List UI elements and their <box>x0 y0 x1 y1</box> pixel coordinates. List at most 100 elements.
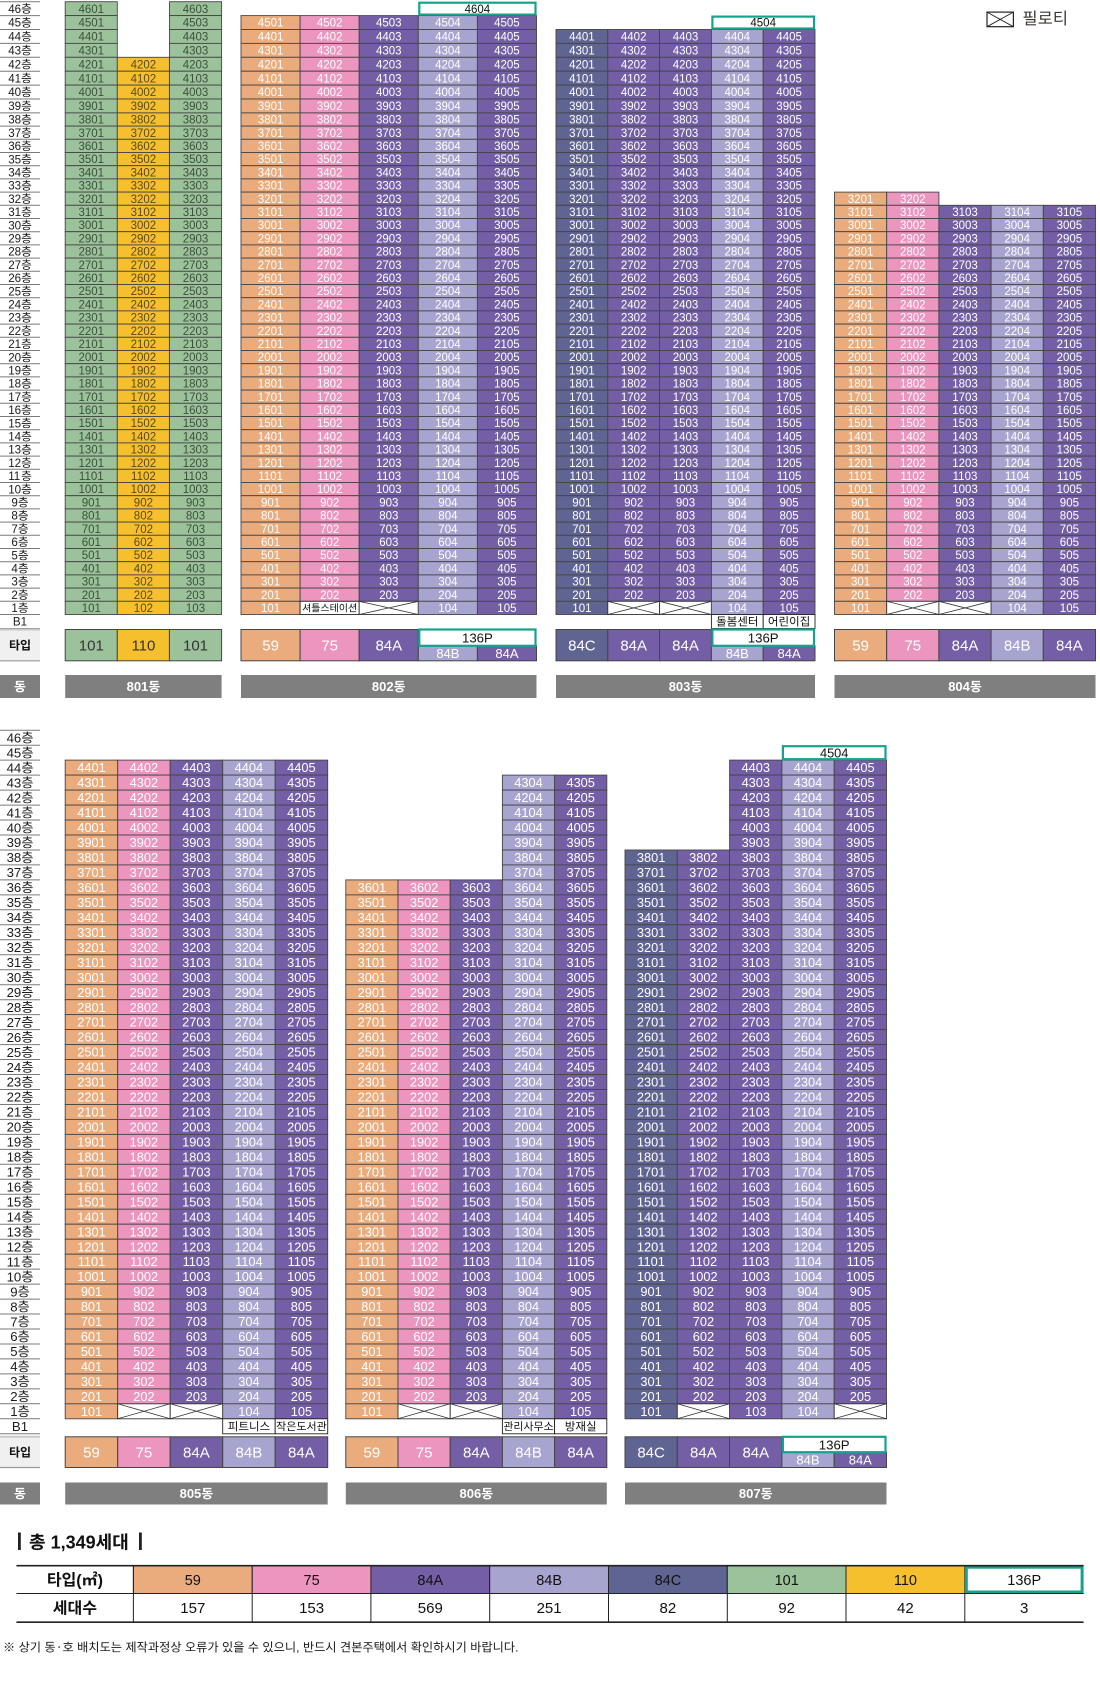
svg-text:1801: 1801 <box>637 1150 665 1165</box>
svg-text:1301: 1301 <box>258 445 284 457</box>
svg-text:3103: 3103 <box>462 955 490 970</box>
svg-text:3201: 3201 <box>569 194 595 206</box>
svg-text:2003: 2003 <box>952 352 978 364</box>
svg-text:2301: 2301 <box>358 1075 386 1090</box>
svg-text:30: 30 <box>8 219 21 232</box>
svg-text:2001: 2001 <box>637 1120 665 1135</box>
svg-text:3001: 3001 <box>637 970 665 985</box>
svg-text:3901: 3901 <box>79 101 105 113</box>
svg-text:153: 153 <box>299 1600 324 1617</box>
svg-text:1601: 1601 <box>637 1179 665 1194</box>
svg-text:2103: 2103 <box>376 339 402 351</box>
svg-text:4002: 4002 <box>621 87 647 99</box>
svg-text:3503: 3503 <box>673 154 699 166</box>
svg-text:4105: 4105 <box>566 805 594 820</box>
svg-text:2704: 2704 <box>1004 260 1030 272</box>
svg-text:4403: 4403 <box>673 32 699 44</box>
svg-text:2405: 2405 <box>1057 299 1083 311</box>
svg-text:501: 501 <box>640 1344 661 1359</box>
svg-text:1004: 1004 <box>514 1269 542 1284</box>
svg-text:75: 75 <box>304 1573 320 1589</box>
svg-text:3204: 3204 <box>514 940 542 955</box>
svg-text:2001: 2001 <box>569 352 595 364</box>
svg-text:2605: 2605 <box>776 273 802 285</box>
svg-text:2705: 2705 <box>287 1015 315 1030</box>
svg-text:2001: 2001 <box>258 352 284 364</box>
svg-text:1904: 1904 <box>1004 365 1030 377</box>
svg-text:2803: 2803 <box>183 247 209 259</box>
svg-text:1103: 1103 <box>376 471 401 483</box>
svg-text:303: 303 <box>955 577 974 589</box>
svg-text:1205: 1205 <box>287 1239 315 1254</box>
svg-text:2302: 2302 <box>621 313 647 325</box>
svg-text:1101: 1101 <box>848 471 873 483</box>
svg-text:3401: 3401 <box>77 910 105 925</box>
svg-text:1702: 1702 <box>131 392 157 404</box>
svg-text:4105: 4105 <box>494 73 520 85</box>
svg-text:4003: 4003 <box>182 820 210 835</box>
svg-text:1105: 1105 <box>1057 471 1082 483</box>
svg-text:3202: 3202 <box>621 194 647 206</box>
svg-text:601: 601 <box>81 1329 102 1344</box>
svg-text:1102: 1102 <box>690 1254 718 1269</box>
svg-text:401: 401 <box>82 563 101 575</box>
svg-text:4002: 4002 <box>317 87 343 99</box>
svg-text:3904: 3904 <box>514 835 542 850</box>
svg-text:805: 805 <box>780 511 799 523</box>
svg-text:205: 205 <box>780 590 799 602</box>
svg-text:3805: 3805 <box>776 115 802 127</box>
svg-text:3803: 3803 <box>182 850 210 865</box>
svg-text:2301: 2301 <box>569 313 595 325</box>
svg-text:802: 802 <box>903 511 922 523</box>
svg-text:3305: 3305 <box>494 181 520 193</box>
svg-text:807: 807 <box>739 1486 761 1501</box>
svg-text:3204: 3204 <box>725 194 751 206</box>
svg-text:2403: 2403 <box>182 1060 210 1075</box>
svg-text:2904: 2904 <box>514 985 542 1000</box>
svg-text:3501: 3501 <box>569 154 595 166</box>
svg-text:4003: 4003 <box>183 87 209 99</box>
svg-text:3102: 3102 <box>317 207 343 219</box>
svg-text:1103: 1103 <box>953 471 978 483</box>
svg-text:84B: 84B <box>236 1445 263 1462</box>
svg-text:1402: 1402 <box>131 431 157 443</box>
svg-text:27: 27 <box>8 259 21 272</box>
svg-text:303: 303 <box>676 577 695 589</box>
svg-text:3005: 3005 <box>846 970 874 985</box>
svg-text:1102: 1102 <box>130 1254 158 1269</box>
svg-text:5: 5 <box>10 1344 17 1359</box>
svg-text:903: 903 <box>955 497 974 509</box>
svg-text:1703: 1703 <box>183 392 209 404</box>
svg-text:3203: 3203 <box>376 194 402 206</box>
svg-text:1203: 1203 <box>673 458 699 470</box>
svg-text:4302: 4302 <box>130 775 158 790</box>
svg-text:75: 75 <box>904 638 921 655</box>
svg-text:2602: 2602 <box>317 273 343 285</box>
svg-text:604: 604 <box>797 1329 818 1344</box>
svg-text:4002: 4002 <box>130 820 158 835</box>
svg-text:804: 804 <box>518 1299 539 1314</box>
svg-text:2705: 2705 <box>1057 260 1083 272</box>
svg-text:202: 202 <box>903 590 922 602</box>
svg-text:704: 704 <box>728 524 748 536</box>
svg-text:2905: 2905 <box>776 233 802 245</box>
svg-text:3501: 3501 <box>258 154 284 166</box>
svg-text:1003: 1003 <box>952 484 978 496</box>
svg-text:2703: 2703 <box>182 1015 210 1030</box>
svg-text:2503: 2503 <box>673 286 699 298</box>
svg-text:1603: 1603 <box>673 405 699 417</box>
svg-text:2205: 2205 <box>846 1090 874 1105</box>
svg-text:1302: 1302 <box>131 445 157 457</box>
svg-text:705: 705 <box>570 1314 591 1329</box>
svg-text:205: 205 <box>570 1389 591 1404</box>
svg-text:901: 901 <box>261 497 280 509</box>
svg-text:1001: 1001 <box>637 1269 665 1284</box>
svg-text:2403: 2403 <box>742 1060 770 1075</box>
svg-text:2401: 2401 <box>358 1060 386 1075</box>
svg-text:3502: 3502 <box>621 154 647 166</box>
svg-text:3302: 3302 <box>317 181 343 193</box>
svg-text:1003: 1003 <box>376 484 402 496</box>
svg-text:2005: 2005 <box>566 1120 594 1135</box>
svg-text:3403: 3403 <box>182 910 210 925</box>
svg-text:1602: 1602 <box>130 1179 158 1194</box>
